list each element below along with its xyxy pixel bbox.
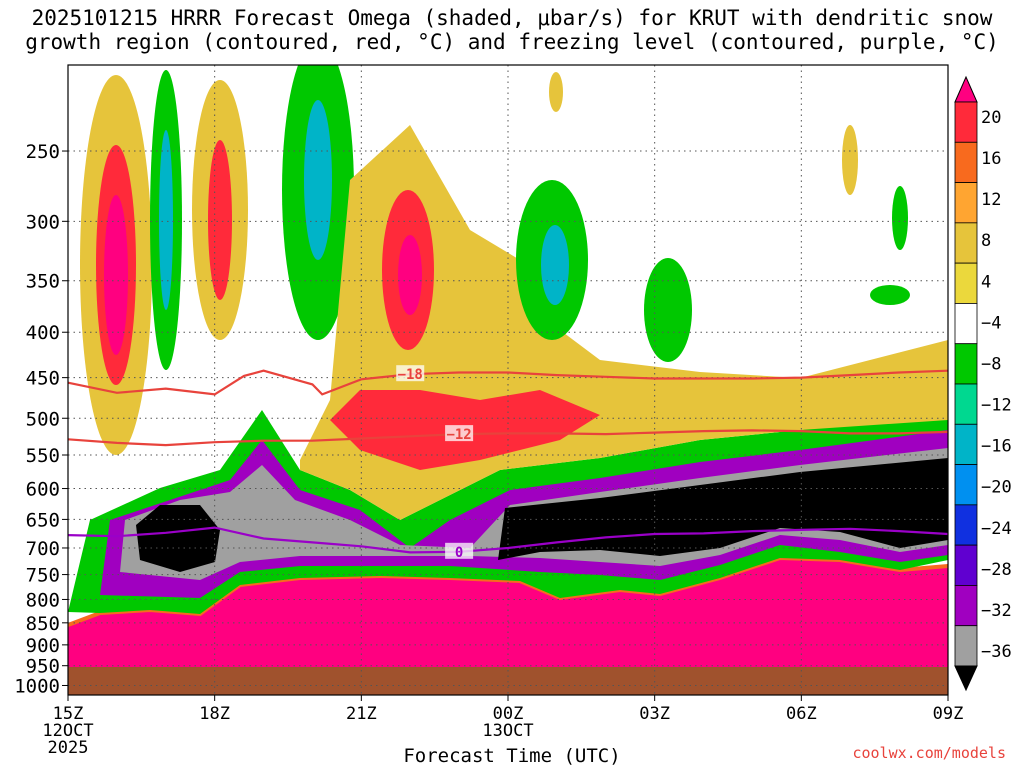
y-tick-label: 1000	[14, 675, 60, 697]
y-tick-label: 700	[26, 538, 60, 560]
colorbar-swatch	[954, 222, 978, 264]
omega-positive-column-1-peak	[104, 195, 128, 355]
y-tick-label: 500	[26, 408, 60, 430]
colorbar-swatch	[954, 464, 978, 506]
y-tick-label: 650	[26, 509, 60, 531]
contour-lines: −18 −12 0	[67, 365, 949, 561]
colorbar-tick-label: 4	[981, 272, 991, 292]
colorbar-tick-label: −8	[981, 354, 1001, 374]
colorbar-swatch	[954, 101, 978, 143]
y-tick-label: 800	[26, 589, 60, 611]
colorbar: 20 16 12 8 4 −4 −8 −12 −16 −20 −24 −28 −32 −36	[954, 75, 1012, 692]
omega-negative-upper-cell-3	[892, 186, 908, 250]
colorbar-tick-label: 8	[981, 231, 991, 251]
omega-positive-upper-peak	[398, 235, 422, 315]
colorbar-tick-label: −28	[981, 560, 1012, 580]
colorbar-tick-label: −32	[981, 601, 1012, 621]
y-tick-label: 450	[26, 368, 60, 390]
colorbar-bottom-arrow	[954, 665, 978, 692]
colorbar-tick-label: −24	[981, 519, 1012, 539]
colorbar-tick-label: 16	[981, 149, 1001, 169]
x-tick-label: 09Z	[933, 704, 964, 724]
colorbar-tick-label: 20	[981, 108, 1001, 128]
x-tick-sublabel: 12OCT	[42, 721, 93, 741]
y-tick-label: 950	[26, 656, 60, 678]
dgz-minus18-label: −18	[398, 367, 423, 383]
x-tick-sublabel: 13OCT	[482, 721, 533, 741]
colorbar-swatch	[954, 585, 978, 627]
y-tick-label: 600	[26, 479, 60, 501]
colorbar-swatch	[954, 262, 978, 304]
colorbar-top-arrow	[954, 75, 978, 103]
chart-title: 2025101215 HRRR Forecast Omega (shaded, …	[0, 6, 1024, 54]
dgz-minus12-label-bg	[445, 425, 474, 442]
colorbar-swatch	[954, 504, 978, 546]
colorbar-swatch	[954, 141, 978, 183]
x-tick-label: 18Z	[199, 704, 230, 724]
omega-negative-upper-cell-2	[644, 258, 692, 362]
x-tick-label: 06Z	[786, 704, 817, 724]
dgz-minus12-label: −12	[446, 427, 471, 443]
y-tick-label: 550	[26, 445, 60, 467]
y-tick-label: 350	[26, 271, 60, 293]
colorbar-swatch	[954, 303, 978, 345]
omega-negative-upper-cell-4	[870, 285, 910, 305]
omega-negative-upper-cell-1-core	[541, 225, 569, 305]
freezing-level-label: 0	[455, 545, 463, 561]
omega-positive-upper-cell-east	[842, 125, 858, 195]
y-tick-label: 250	[26, 141, 60, 163]
y-tick-label: 900	[26, 635, 60, 657]
colorbar-tick-label: −20	[981, 478, 1012, 498]
x-tick-label: 15Z	[53, 704, 84, 724]
colorbar-tick-label: −36	[981, 642, 1012, 662]
colorbar-swatch	[954, 625, 978, 667]
dgz-minus18-line	[67, 369, 949, 396]
x-tick-sublabel: 2025	[48, 738, 89, 758]
omega-positive-column-3-core	[208, 140, 232, 300]
dgz-minus18-label-bg	[396, 365, 425, 382]
colorbar-tick-label: −4	[981, 313, 1001, 333]
omega-negative-column-4-core	[304, 100, 332, 260]
omega-negative-column-2-core	[159, 130, 173, 310]
omega-positive-upper-cell-top	[549, 72, 563, 112]
colorbar-tick-label: −12	[981, 396, 1012, 416]
y-tick-label: 400	[26, 322, 60, 344]
freezing-level-line	[67, 526, 949, 554]
colorbar-tick-label: −16	[981, 437, 1012, 457]
x-tick-label: 21Z	[346, 704, 377, 724]
freezing-level-label-bg	[445, 542, 474, 559]
omega-negative-core-west	[136, 505, 220, 572]
x-tick-label: 00Z	[493, 704, 524, 724]
colorbar-swatch	[954, 423, 978, 465]
colorbar-swatch	[954, 182, 978, 224]
colorbar-swatch	[954, 544, 978, 586]
colorbar-swatch	[954, 343, 978, 385]
x-tick-label: 03Z	[639, 704, 670, 724]
omega-negative-core-east	[498, 458, 948, 560]
title-line-2: growth region (contoured, red, °C) and f…	[25, 30, 999, 54]
x-axis-label: Forecast Time (UTC)	[403, 745, 621, 767]
dgz-minus12-line	[67, 429, 949, 447]
y-tick-label: 850	[26, 613, 60, 635]
colorbar-tick-label: 12	[981, 190, 1001, 210]
y-axis: 2503003504004505005506006507007508008509…	[14, 141, 68, 697]
y-tick-label: 750	[26, 565, 60, 587]
y-tick-label: 300	[26, 211, 60, 233]
credit-text: coolwx.com/models	[852, 744, 1006, 762]
title-line-1: 2025101215 HRRR Forecast Omega (shaded, …	[31, 6, 993, 30]
colorbar-swatch	[954, 383, 978, 425]
